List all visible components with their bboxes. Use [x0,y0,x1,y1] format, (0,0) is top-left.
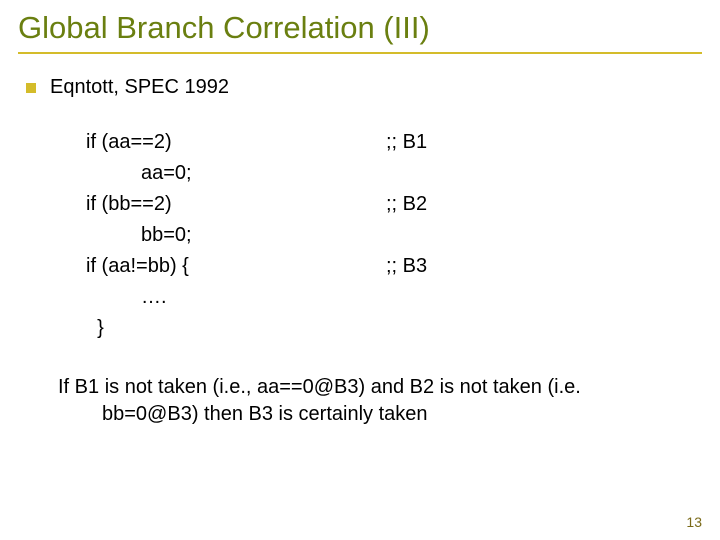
slide-body: Eqntott, SPEC 1992 if (aa==2);; B1aa=0;i… [0,54,720,428]
code-right: ;; B3 [386,251,427,282]
code-left: if (aa==2) [86,127,386,158]
conclusion-text: If B1 is not taken (i.e., aa==0@B3) and … [58,374,666,428]
page-number: 13 [686,514,702,530]
square-bullet-icon [26,83,36,93]
code-right: ;; B1 [386,127,427,158]
code-left: } [86,313,386,344]
code-row: aa=0; [86,158,690,189]
code-row: bb=0; [86,220,690,251]
code-left: if (bb==2) [86,189,386,220]
code-left: if (aa!=bb) { [86,251,386,282]
code-right: ;; B2 [386,189,427,220]
code-left: bb=0; [86,220,441,251]
code-block: if (aa==2);; B1aa=0;if (bb==2);; B2bb=0;… [86,127,690,344]
code-row: } [86,313,690,344]
code-left: aa=0; [86,158,441,189]
bullet-text: Eqntott, SPEC 1992 [50,76,229,99]
code-left: …. [86,282,441,313]
slide: Global Branch Correlation (III) Eqntott,… [0,0,720,540]
slide-title: Global Branch Correlation (III) [0,0,720,52]
code-row: if (aa!=bb) {;; B3 [86,251,690,282]
code-row: if (aa==2);; B1 [86,127,690,158]
code-row: …. [86,282,690,313]
bullet-item: Eqntott, SPEC 1992 [26,76,690,99]
code-row: if (bb==2);; B2 [86,189,690,220]
